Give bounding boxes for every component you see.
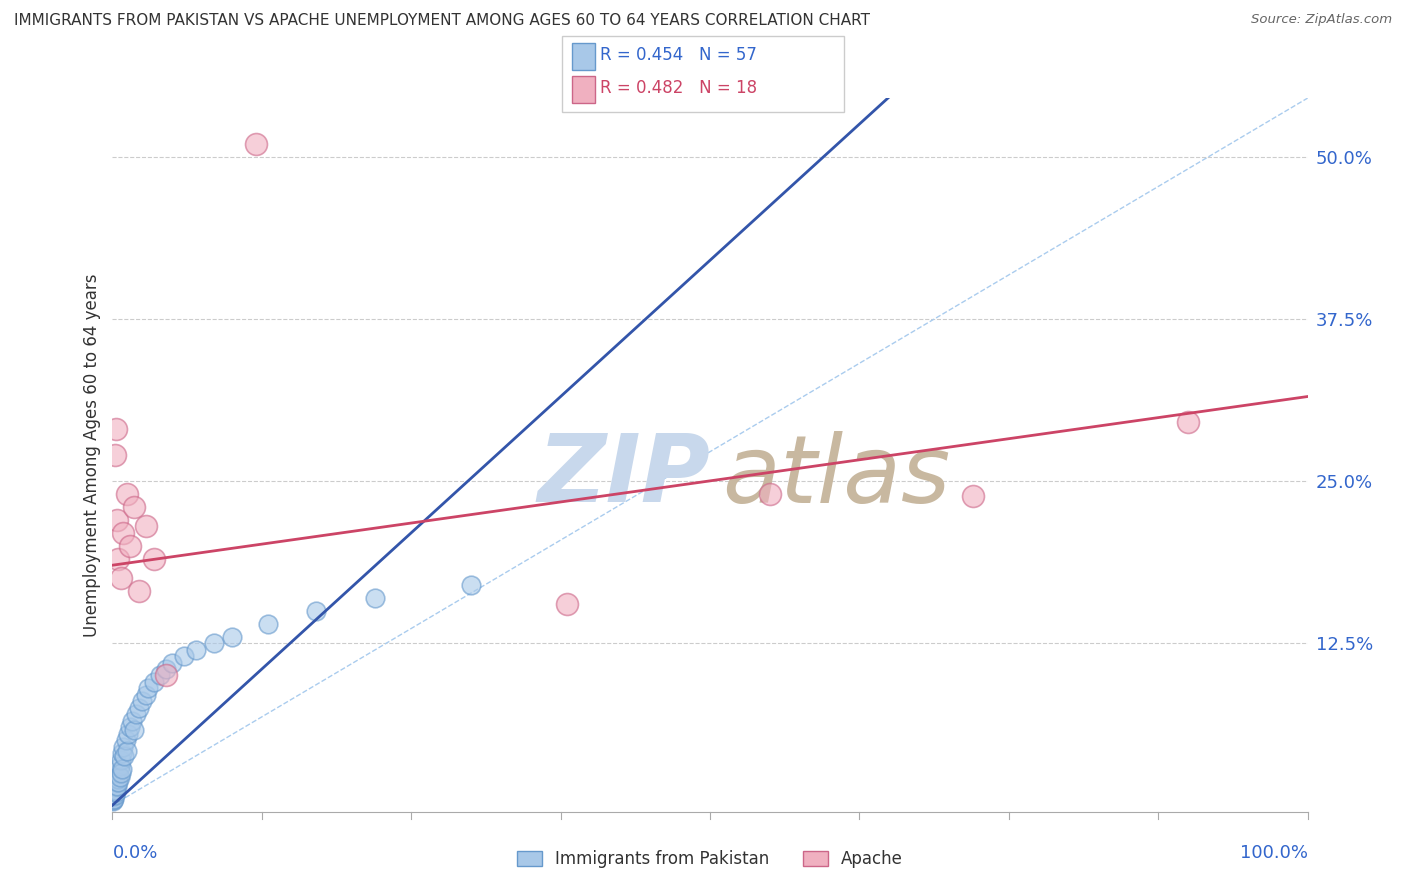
Point	[304, 604, 326, 618]
Point	[112, 739, 135, 754]
Text: R = 0.454   N = 57: R = 0.454 N = 57	[600, 46, 758, 64]
Point	[122, 723, 145, 737]
Point	[149, 668, 172, 682]
Point	[101, 791, 124, 805]
Point	[103, 791, 125, 805]
Point	[759, 487, 782, 501]
Y-axis label: Unemployment Among Ages 60 to 64 years: Unemployment Among Ages 60 to 64 years	[83, 273, 101, 637]
Point	[103, 793, 125, 807]
Point	[105, 785, 128, 799]
Point	[202, 636, 225, 650]
Point	[104, 782, 127, 797]
Point	[107, 551, 129, 566]
Point	[101, 788, 124, 802]
Point	[105, 770, 128, 784]
Point	[105, 779, 128, 793]
Point	[115, 487, 138, 501]
Point	[105, 422, 128, 436]
Point	[245, 136, 267, 151]
Point	[155, 662, 177, 676]
Point	[110, 753, 132, 767]
Point	[221, 630, 243, 644]
Point	[105, 779, 128, 793]
Point	[143, 675, 166, 690]
Point	[110, 571, 132, 585]
Point	[103, 779, 125, 793]
Point	[104, 788, 127, 802]
Text: 0.0%: 0.0%	[112, 844, 157, 862]
Point	[555, 597, 578, 611]
Point	[108, 770, 131, 784]
Point	[111, 762, 134, 776]
Text: Source: ZipAtlas.com: Source: ZipAtlas.com	[1251, 13, 1392, 27]
Point	[120, 720, 142, 734]
Point	[105, 513, 128, 527]
Point	[173, 648, 195, 663]
Point	[105, 775, 128, 789]
Point	[155, 668, 177, 682]
Point	[104, 448, 127, 462]
Text: 100.0%: 100.0%	[1240, 844, 1308, 862]
Point	[364, 591, 387, 605]
Point	[103, 789, 125, 804]
Point	[103, 790, 125, 805]
Point	[138, 681, 160, 696]
Point	[105, 772, 128, 787]
Point	[103, 788, 125, 802]
Point	[104, 775, 127, 789]
Point	[186, 642, 208, 657]
Point	[115, 744, 138, 758]
Point	[103, 794, 125, 808]
Point	[460, 577, 482, 591]
Point	[962, 490, 984, 504]
Point	[117, 727, 139, 741]
Point	[135, 519, 157, 533]
Point	[107, 772, 129, 787]
Text: R = 0.482   N = 18: R = 0.482 N = 18	[600, 79, 758, 97]
Point	[120, 539, 142, 553]
Point	[121, 714, 143, 728]
Point	[135, 688, 157, 702]
Point	[112, 525, 135, 540]
Point	[257, 616, 280, 631]
Legend: Immigrants from Pakistan, Apache: Immigrants from Pakistan, Apache	[510, 844, 910, 875]
Point	[107, 765, 129, 780]
Point	[104, 780, 127, 794]
Text: IMMIGRANTS FROM PAKISTAN VS APACHE UNEMPLOYMENT AMONG AGES 60 TO 64 YEARS CORREL: IMMIGRANTS FROM PAKISTAN VS APACHE UNEMP…	[14, 13, 870, 29]
Point	[104, 785, 127, 799]
Point	[143, 551, 166, 566]
Point	[1177, 416, 1199, 430]
Point	[162, 656, 183, 670]
Point	[125, 707, 148, 722]
Point	[128, 584, 150, 599]
Point	[122, 500, 145, 514]
Point	[107, 775, 129, 789]
Text: atlas: atlas	[723, 431, 950, 522]
Point	[103, 782, 125, 797]
Point	[131, 694, 153, 708]
Point	[110, 765, 132, 780]
Point	[114, 748, 135, 763]
Point	[128, 701, 150, 715]
Point	[108, 759, 131, 773]
Point	[111, 747, 134, 761]
Point	[114, 733, 136, 747]
Point	[103, 785, 125, 799]
Text: ZIP: ZIP	[537, 430, 710, 523]
Point	[103, 782, 125, 797]
